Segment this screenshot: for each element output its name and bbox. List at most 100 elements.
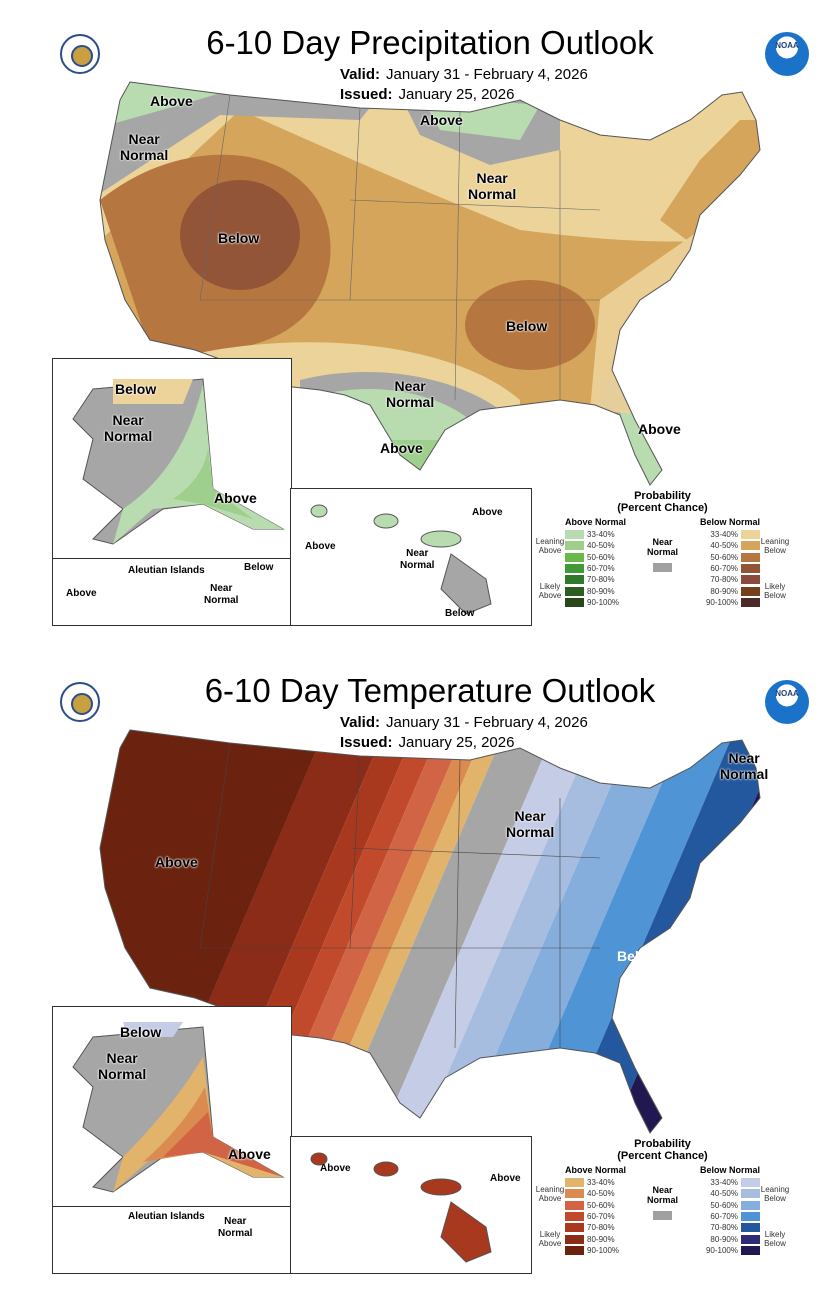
label-ak-near-normal: Near Normal [98,1050,147,1082]
legend-title: Probability [634,1138,691,1150]
legend-above-row: 70-80% [565,1222,629,1233]
legend-subtitle: (Percent Chance) [617,502,708,514]
legend-range: 70-80% [587,1223,615,1233]
legend-range: 40-50% [587,541,615,551]
label-texas-above: Above [380,440,423,456]
label-south-below: Below [506,318,548,334]
precipitation-outlook-panel: NOAA 6-10 Day Precipitation Outlook Vali… [0,0,838,648]
legend-above-row: 80-90% [565,1233,629,1244]
label-hawaii-near-normal: Near Normal [400,548,435,571]
legend-range: 60-70% [587,564,615,574]
legend-swatch [565,564,584,574]
label-aleutian-below: Below [244,562,274,573]
label-hawaii-above-west: Above [320,1163,351,1174]
noaa-logo-icon: NOAA [765,32,809,76]
label-southeast-below: Below [617,948,659,964]
legend-title: Probability [634,490,691,502]
temp-band-4 [265,730,470,1133]
issued-date: Issued: January 25, 2026 [340,734,515,751]
legend-range: 50-60% [710,552,738,562]
temp-band-8 [380,730,600,1133]
precipitation-map [99,81,761,486]
label-great-lakes-near-normal: Near Normal [468,170,517,202]
label-hawaii-above-east: Above [472,507,503,518]
legend-swatch [565,586,584,596]
legend-above-row: 80-90% [565,585,629,596]
legend-leaning-above: Leaning Above [535,1185,565,1203]
legend-swatch [565,1223,584,1233]
legend-below-row: 80-90% [696,585,760,596]
aleutian-inset [52,558,292,626]
label-aleutian-above: Above [66,588,97,599]
valid-dates: Valid: January 31 - February 4, 2026 [340,714,588,731]
hawaii-inset [290,488,532,626]
label-ak-below: Below [115,381,157,397]
legend-above-row: 90-100% [565,1245,629,1256]
legend-swatch [741,1223,760,1233]
legend-range: 33-40% [587,530,615,540]
label-aleutian-near-normal: Near Normal [218,1216,253,1239]
legend-above-row: 60-70% [565,563,629,574]
legend-range: 90-100% [587,1245,620,1255]
label-west-above: Above [155,854,198,870]
legend-swatch [741,564,760,574]
legend-below-row: 33-40% [696,529,760,540]
temp-band-9 [420,730,640,1133]
legend-swatch [565,1245,584,1255]
legend-range: 90-100% [705,597,738,607]
label-nw-above: Above [150,93,193,109]
legend-swatch [741,1212,760,1222]
legend-below-row: 40-50% [696,1188,760,1199]
legend-swatch [565,1178,584,1188]
legend-below-row: 50-60% [696,552,760,563]
legend-swatch [741,1189,760,1199]
issued-date: Issued: January 25, 2026 [340,86,515,103]
alaska-inset [52,1006,292,1208]
legend-range: 33-40% [710,1178,738,1188]
label-ak-near-normal: Near Normal [104,412,153,444]
legend-likely-below: Likely Below [764,1230,786,1248]
legend-range: 33-40% [710,530,738,540]
label-hawaii-below: Below [445,608,475,619]
valid-dates: Valid: January 31 - February 4, 2026 [340,66,588,83]
legend-range: 60-70% [710,564,738,574]
legend-leaning-below: Leaning Below [760,537,790,555]
legend-range: 70-80% [710,1223,738,1233]
legend-below-row: 50-60% [696,1200,760,1211]
legend-swatch [565,541,584,551]
legend-likely-below: Likely Below [764,582,786,600]
legend-below-header: Below Normal [699,1165,760,1175]
legend-range: 80-90% [587,1234,615,1244]
legend-below-row: 60-70% [696,1211,760,1222]
legend-below-row: 90-100% [696,597,760,608]
legend-swatch [741,586,760,596]
legend-near-normal: Near Normal [646,537,678,557]
legend-swatch [565,530,584,540]
legend-above-row: 33-40% [565,529,629,540]
legend-range: 50-60% [587,1200,615,1210]
legend-above-row: 60-70% [565,1211,629,1222]
legend-below-row: 90-100% [696,1245,760,1256]
label-ak-above: Above [228,1146,271,1162]
temp-band-0 [100,730,330,1133]
label-nw-near-normal: Near Normal [120,131,169,163]
probability-legend: Probability (Percent Chance) Above Normal 3… [535,490,790,608]
label-great-lakes-near-normal: Near Normal [506,808,555,840]
legend-swatch-near [653,1211,672,1220]
legend-swatch [741,1245,760,1255]
legend-likely-above: Likely Above [538,1230,562,1248]
legend-above-row: 90-100% [565,597,629,608]
legend-swatch [741,530,760,540]
legend-below-row: 70-80% [696,1222,760,1233]
legend-range: 40-50% [587,1189,615,1199]
doc-seal-icon [60,682,100,722]
alaska-inset [52,358,292,560]
temperature-outlook-panel: NOAA 6-10 Day Temperature Outlook Valid:… [0,648,838,1296]
legend-above-row: 50-60% [565,552,629,563]
label-hawaii-above-west: Above [305,541,336,552]
label-aleutian-near-normal: Near Normal [204,583,239,606]
legend-swatch [565,552,584,562]
label-west-below: Below [218,230,260,246]
legend-range: 40-50% [710,1189,738,1199]
